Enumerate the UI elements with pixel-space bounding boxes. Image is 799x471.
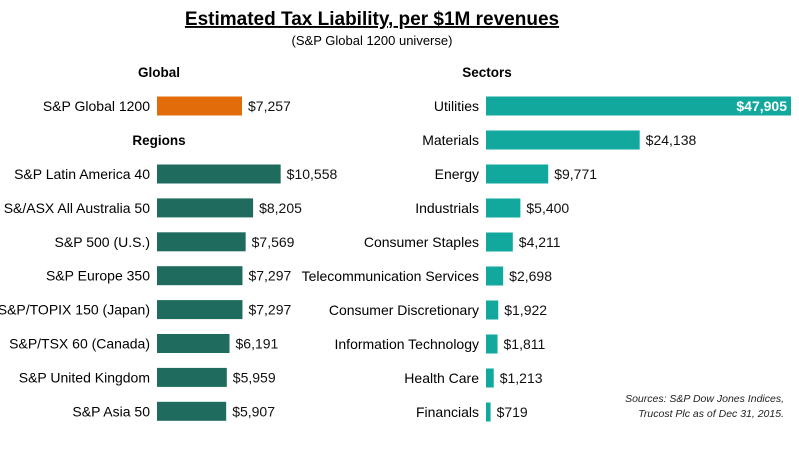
chart-title: Estimated Tax Liability, per $1M revenue… [185,9,559,30]
global-value-label: $7,257 [248,98,291,114]
sectors-heading: Sectors [462,65,512,80]
global-category-label: S&P Global 1200 [43,98,150,114]
regions-category-label: S&P United Kingdom [19,369,150,385]
sectors-category-label: Health Care [404,370,479,386]
source-note-line-1: Sources: S&P Dow Jones Indices, [625,393,784,405]
regions-value-label: $5,959 [233,369,276,385]
sectors-bar [486,368,494,388]
chart-subtitle: (S&P Global 1200 universe) [292,33,453,48]
sectors-bar [486,402,491,422]
sectors-category-label: Financials [416,404,479,420]
sectors-category-label: Energy [435,166,479,182]
regions-value-label: $8,205 [259,200,302,216]
sectors-value-label: $9,771 [554,166,597,182]
regions-bar [157,300,243,320]
regions-value-label: $6,191 [236,336,279,352]
sectors-bar [486,266,504,286]
regions-bar [157,334,230,353]
regions-bar [157,367,227,387]
source-note-line-2: Trucost Plc as of Dec 31, 2015. [638,408,784,420]
sectors-category-label: Telecommunication Services [302,268,479,284]
sectors-value-label: $719 [497,404,528,420]
sectors-bar [486,164,549,184]
regions-value-label: $7,297 [248,302,291,318]
sectors-value-label: $24,138 [646,132,697,148]
sectors-category-label: Consumer Discretionary [329,302,479,318]
regions-bar [157,198,254,218]
sectors-bar [486,96,791,116]
sectors-bar [486,198,521,218]
regions-value-label: $5,907 [232,403,275,419]
sectors-bar [486,232,513,252]
regions-category-label: S&P Europe 350 [46,268,150,284]
sectors-value-label: $1,922 [504,302,547,318]
sectors-category-label: Consumer Staples [364,234,479,250]
regions-heading: Regions [132,133,185,148]
regions-category-label: S&/ASX All Australia 50 [4,200,151,216]
sectors-bar [486,334,498,354]
sectors-bar [486,130,640,150]
regions-category-label: S&P Asia 50 [72,403,150,419]
regions-category-label: S&P/TSX 60 (Canada) [9,336,150,352]
sectors-value-label: $4,211 [519,234,561,250]
regions-bar [157,164,281,184]
regions-bar [157,266,243,286]
regions-category-label: S&P Latin America 40 [14,166,150,182]
sectors-value-label: $5,400 [526,200,569,216]
sectors-bar [486,300,499,320]
sectors-bars: Utilities $47,905 Materials $24,138 Energy $9… [302,96,791,422]
global-heading: Global [138,65,180,80]
sectors-category-label: Materials [422,132,479,148]
regions-bar [157,401,227,421]
sectors-category-label: Industrials [415,200,479,216]
global-bar [157,96,242,116]
sectors-value-label: $1,811 [504,336,546,352]
sectors-category-label: Information Technology [335,336,480,352]
regions-bars: S&P Latin America 40 $10,558 S&/ASX All Au… [0,164,338,421]
regions-category-label: S&P 500 (U.S.) [55,234,150,250]
sectors-value-label: $1,213 [500,370,543,386]
regions-category-label: S&P/TOPIX 150 (Japan) [0,302,150,318]
sectors-value-label: $2,698 [509,268,552,284]
sectors-category-label: Utilities [434,98,479,114]
global-bars: S&P Global 1200 $7,257 [43,96,291,116]
regions-bar [157,232,246,252]
regions-value-label: $7,569 [252,234,295,250]
regions-value-label: $10,558 [287,166,338,182]
sectors-value-label: $47,905 [736,98,787,114]
regions-value-label: $7,297 [248,268,291,284]
